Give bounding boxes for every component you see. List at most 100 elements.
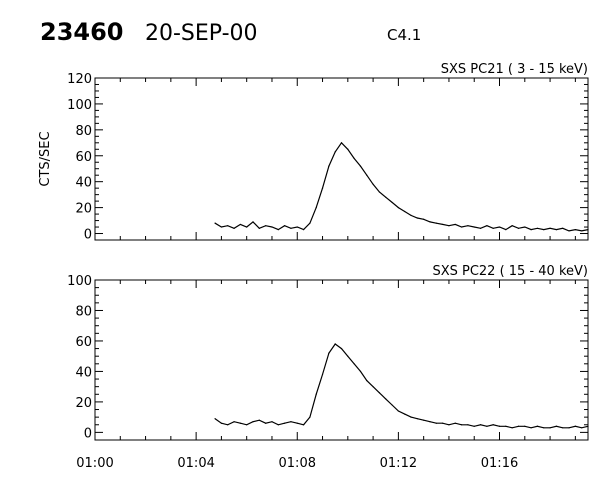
data-point <box>284 422 286 424</box>
data-point <box>549 427 551 429</box>
data-point <box>309 222 311 224</box>
y-tick-label: 60 <box>75 150 92 165</box>
data-point <box>302 424 305 426</box>
y-tick-label: 40 <box>75 365 92 380</box>
plot-frame <box>94 279 589 441</box>
data-point <box>271 421 273 423</box>
data-point <box>347 355 349 357</box>
data-point <box>214 418 216 420</box>
data-point <box>214 222 216 224</box>
data-point <box>429 421 431 423</box>
data-point <box>258 419 260 421</box>
data-point <box>511 427 513 429</box>
data-point <box>353 157 355 159</box>
data-point <box>511 225 513 227</box>
data-point <box>366 379 368 382</box>
y-tick-label: 80 <box>75 124 92 139</box>
data-point <box>536 227 539 229</box>
data-point <box>448 424 450 426</box>
data-point <box>530 229 532 231</box>
data-point <box>581 230 583 232</box>
data-point <box>328 165 330 167</box>
data-point <box>246 424 248 426</box>
data-point <box>265 225 267 227</box>
x-tick-label: 01:08 <box>279 456 316 471</box>
data-point <box>574 425 576 427</box>
data-point <box>340 347 343 350</box>
data-point <box>423 419 425 421</box>
data-point <box>587 425 589 427</box>
data-point <box>372 183 374 185</box>
series-line <box>214 343 589 429</box>
data-point <box>562 227 564 229</box>
data-point <box>410 214 412 216</box>
data-point <box>416 217 418 219</box>
data-point <box>562 427 564 429</box>
series-line <box>214 141 589 232</box>
data-point <box>460 424 463 426</box>
data-point <box>505 425 507 427</box>
data-point <box>271 226 273 228</box>
data-point <box>524 425 526 427</box>
data-point <box>233 421 235 423</box>
data-point <box>568 230 570 232</box>
data-point <box>334 343 336 345</box>
data-point <box>498 425 501 427</box>
data-point <box>265 422 267 424</box>
y-tick-label: 0 <box>84 426 92 441</box>
data-point <box>315 393 317 395</box>
panel-title: SXS PC21 ( 3 - 15 keV) <box>441 62 588 77</box>
data-point <box>220 422 223 424</box>
data-point <box>587 229 589 231</box>
data-point <box>473 425 475 427</box>
data-point <box>340 142 343 144</box>
data-point <box>239 422 241 424</box>
data-point <box>315 207 317 209</box>
data-point <box>555 229 557 231</box>
data-point <box>397 410 399 412</box>
data-point <box>277 229 279 231</box>
flare-class: C4.1 <box>387 26 421 44</box>
data-point <box>359 165 362 167</box>
data-point <box>296 226 298 228</box>
data-point <box>258 227 260 229</box>
data-point <box>404 413 406 415</box>
data-point <box>290 227 292 229</box>
plot-frame <box>94 77 589 241</box>
data-point <box>467 424 469 426</box>
data-point <box>366 174 368 176</box>
data-point <box>347 148 349 150</box>
data-point <box>353 363 355 365</box>
data-point <box>454 422 456 424</box>
data-point <box>524 226 526 228</box>
data-point <box>334 151 336 153</box>
data-point <box>423 218 425 220</box>
data-point <box>454 223 456 226</box>
data-point <box>302 229 305 231</box>
y-tick-label: 40 <box>75 176 92 191</box>
data-point <box>359 370 362 373</box>
data-point <box>435 422 437 424</box>
data-point <box>391 201 393 204</box>
data-point <box>239 223 241 226</box>
x-tick-label: 01:16 <box>481 456 518 471</box>
data-point <box>479 227 482 229</box>
data-point <box>473 226 475 228</box>
data-point <box>530 427 532 429</box>
data-point <box>543 427 545 429</box>
data-point <box>246 226 248 228</box>
data-point <box>549 227 551 229</box>
data-point <box>435 222 437 224</box>
y-tick-label: 100 <box>67 274 92 289</box>
data-point <box>296 422 298 424</box>
data-point <box>581 427 583 429</box>
data-point <box>517 227 520 229</box>
data-point <box>233 227 235 229</box>
data-point <box>404 210 406 213</box>
data-point <box>536 425 539 427</box>
data-point <box>321 187 324 189</box>
data-point <box>479 424 482 426</box>
data-point <box>309 416 311 418</box>
data-point <box>498 226 501 228</box>
